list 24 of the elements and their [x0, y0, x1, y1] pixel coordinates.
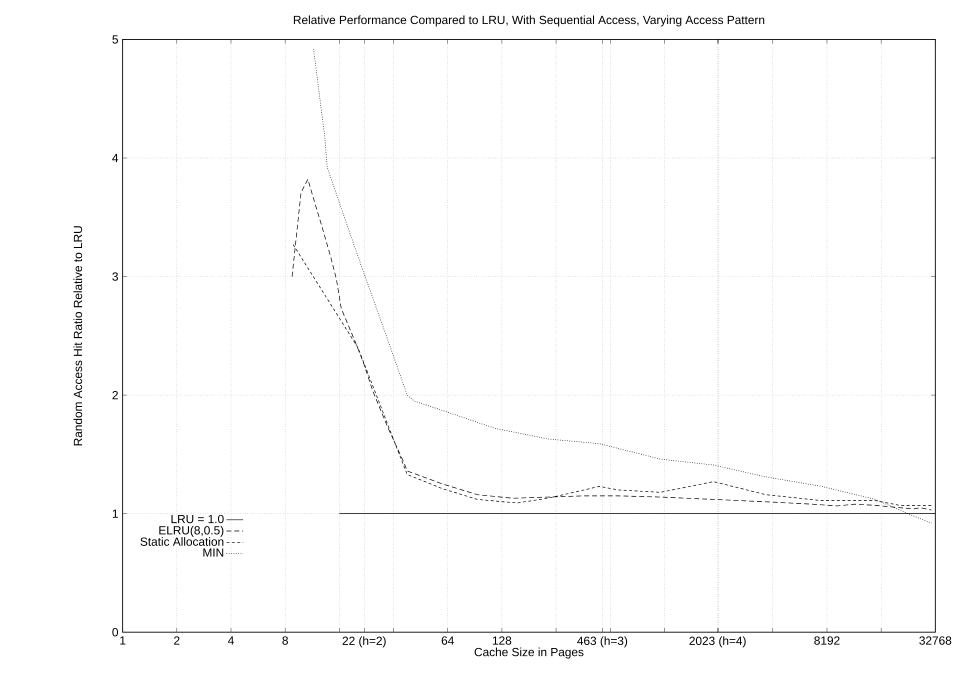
x-tick-label: 8 [282, 636, 288, 644]
legend-label: MIN [203, 548, 224, 556]
y-tick-label: 1 [112, 509, 118, 518]
y-tick-label: 5 [112, 35, 118, 44]
y-axis-title: Random Access Hit Ratio Relative to LRU [73, 226, 82, 446]
y-tick-label: 0 [112, 628, 118, 636]
y-tick-label: 3 [112, 272, 118, 281]
x-axis-title: Cache Size in Pages [474, 647, 584, 658]
x-tick-label: 128 [492, 636, 512, 644]
x-tick-label: 4 [228, 636, 234, 644]
legend-label: Static Allocation [140, 536, 224, 546]
chart-title: Relative Performance Compared to LRU, With Sequential Access, Varying Access Pattern [294, 15, 764, 26]
x-tick-label: 463 (h=3) [577, 636, 628, 648]
x-tick-label: 1 [120, 636, 126, 644]
legend-label: ELRU(8,0.5) [159, 526, 224, 537]
y-tick-label: 2 [112, 390, 118, 399]
x-tick-label: 32768 [919, 636, 952, 644]
x-tick-label: 8192 [814, 636, 840, 644]
x-tick-label: 64 [442, 636, 454, 644]
legend-label: LRU = 1.0 [171, 514, 224, 523]
x-tick-label: 22 (h=2) [342, 636, 386, 648]
x-tick-label: 2 [174, 636, 180, 644]
y-tick-label: 4 [112, 154, 118, 162]
x-tick-label: 2023 (h=4) [689, 636, 746, 648]
